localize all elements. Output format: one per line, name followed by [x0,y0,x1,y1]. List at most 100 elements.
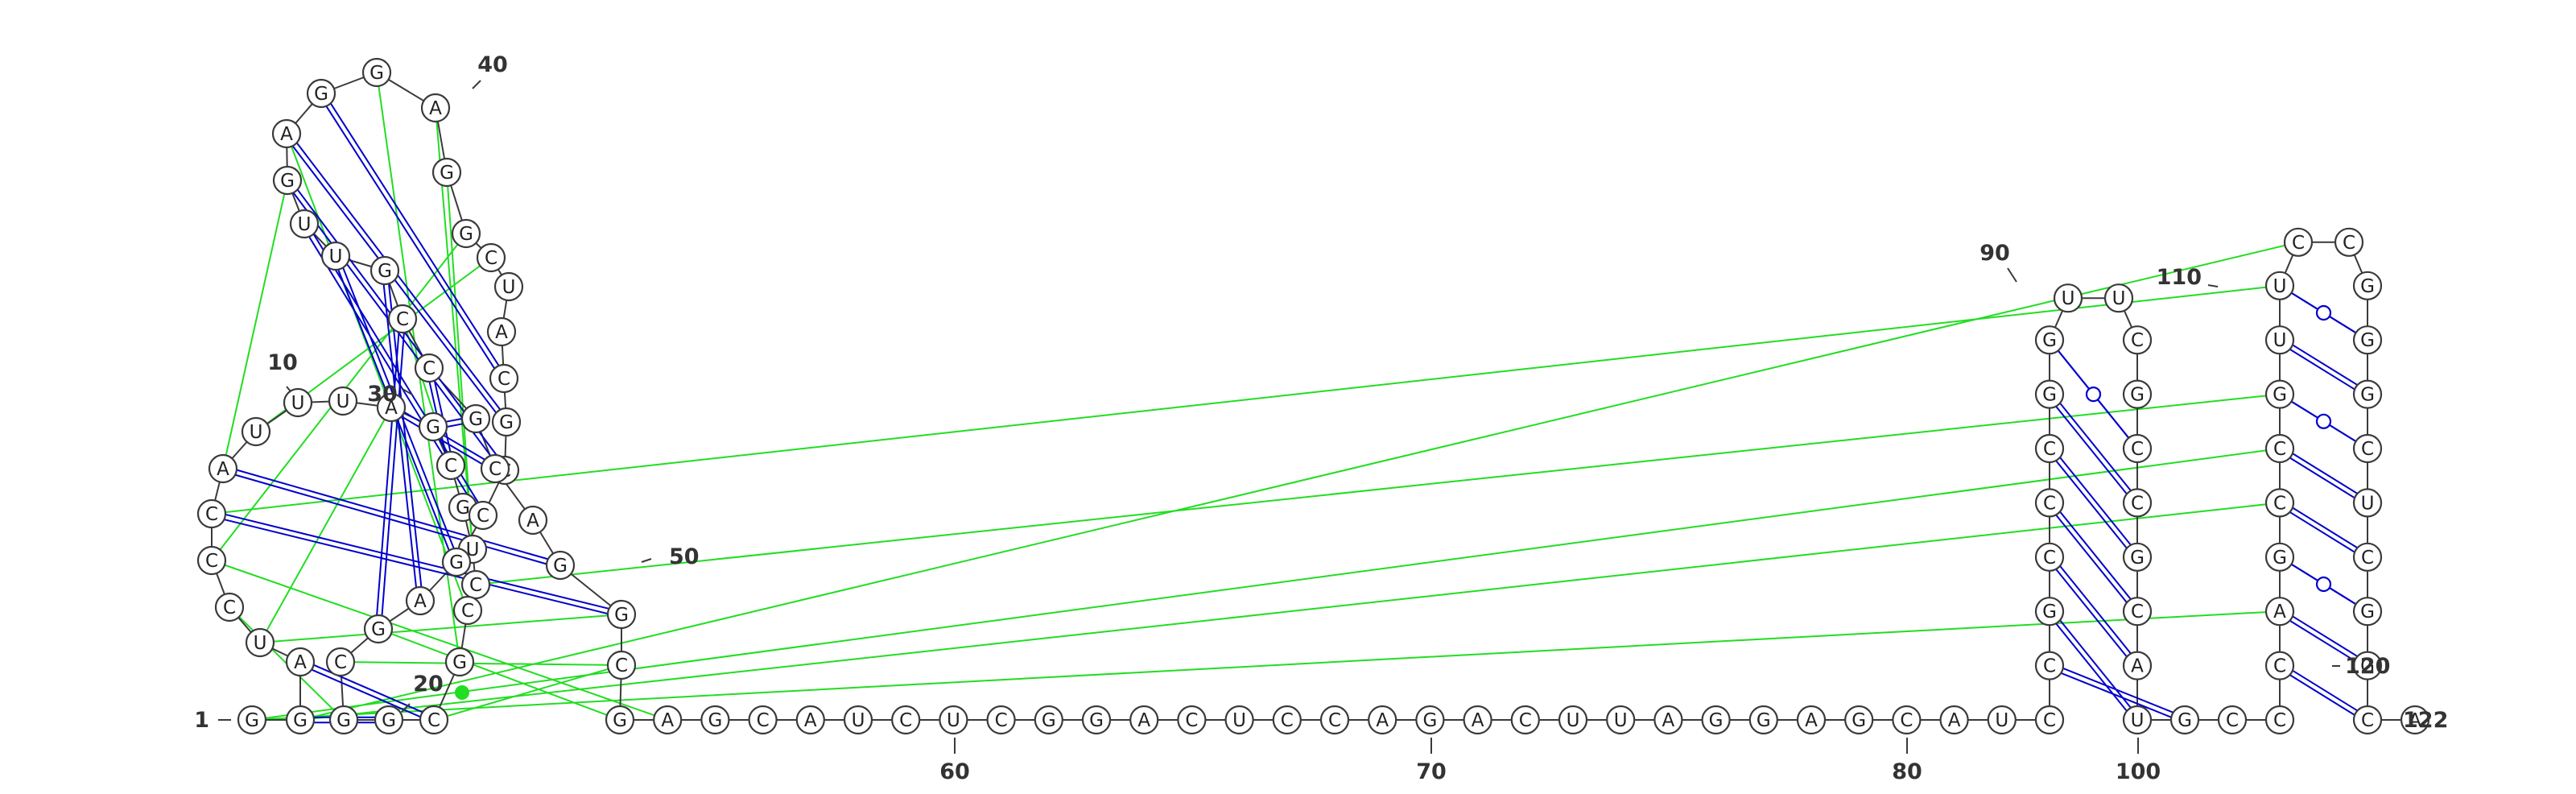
canonical-pair-line [2289,349,2355,391]
nucleotide: G [2264,379,2295,409]
canonical-pair-line [2289,620,2355,662]
nucleotide-letter: G [1757,710,1771,731]
nucleotide: G [369,255,400,286]
nucleotide-letter: G [2360,385,2375,406]
nucleotide-letter: A [280,124,293,145]
nucleotide-circle [1415,705,1445,735]
nucleotide-circle [1129,705,1159,735]
nucleotide-letter: C [2361,710,2374,731]
nucleotide-circle [285,705,316,735]
nucleotide: G [451,218,481,249]
canonical-pair-line [2059,457,2132,546]
nucleotide: G [272,165,303,196]
nucleotide-letter: C [2131,493,2144,514]
nucleotide-letter: A [804,710,817,731]
nucleotide-circle [1463,705,1492,735]
nucleotide: G [444,647,475,677]
nucleotide: C [489,363,519,394]
position-tick [2007,267,2017,283]
nucleotide: C [387,304,418,334]
nucleotide: G [441,547,472,577]
tertiary-interaction-line [286,133,469,611]
nucleotide-letter: C [223,598,236,618]
nucleotide-circle [891,705,921,735]
nucleotide: C [2034,705,2065,735]
nucleotide-letter: C [489,459,502,480]
nucleotide-circle [476,242,506,273]
nucleotide-circle [328,705,359,735]
nucleotide: G [2122,379,2153,409]
nucleotide-letter: C [396,309,409,330]
nucleotide: G [460,403,491,434]
nucleotide-letter: C [2043,493,2056,514]
nucleotide-letter: C [469,575,482,596]
nucleotide: C [2122,433,2153,464]
nucleotide-letter: U [947,710,960,731]
nucleotide: U [320,241,351,271]
nucleotide-letter: U [336,391,350,412]
nucleotide-letter: C [427,710,440,731]
nucleotide: G [700,705,730,735]
nucleotide-circle [843,705,873,735]
nucleotide-circle [2352,325,2383,355]
canonical-pair-line [224,519,608,615]
nucleotide-letter: C [477,506,489,527]
nucleotide-letter: G [2360,656,2375,677]
nucleotide-letter: G [1852,710,1866,731]
nucleotide: G [605,705,635,735]
nucleotide: A [1939,705,1969,735]
nucleotide-circle [2334,227,2364,257]
nucleotide-circle [489,363,519,394]
nucleotide-letter: U [2131,710,2145,731]
nucleotide-circle [2122,379,2153,409]
nucleotide-letter: U [254,633,267,654]
nucleotide-letter: G [293,710,308,731]
nucleotide-circle [363,614,394,644]
nucleotide: G [2352,271,2383,300]
nucleotide-letter: G [245,710,259,731]
nucleotide: C [2034,433,2065,464]
nucleotide-letter: G [314,84,328,105]
canonical-pair-line [296,142,502,411]
nucleotide-circle [1081,705,1112,735]
nucleotide: U [2264,325,2295,355]
nucleotide: C [436,450,466,481]
nucleotide: U [843,705,873,735]
nucleotide: A [285,647,316,677]
nucleotide-circle [2352,705,2383,735]
position-label-40: 40 [477,52,508,77]
nucleotide-letter: U [298,214,312,235]
nucleotide: A [518,505,548,536]
nucleotide: U [241,416,271,447]
nucleotide: G [2352,651,2383,680]
nucleotide: C [1510,705,1540,735]
nucleotide: U [2103,283,2134,313]
nucleotide-circle [2264,597,2295,627]
nucleotide-circle [1177,705,1207,735]
nucleotide: A [1463,705,1492,735]
nucleotide-circle [2122,325,2153,355]
nucleotide-letter: G [426,417,440,438]
nucleotide-circle [414,353,444,383]
nucleotide: C [476,242,506,273]
tertiary-interaction-line [299,502,2281,721]
canonical-pair-line [2059,403,2132,491]
nucleotide-circle [2264,488,2295,518]
nucleotide-letter: C [2043,439,2056,460]
nucleotide-circle [2034,542,2065,572]
nucleotide-circle [376,392,407,423]
nucleotide: C [891,705,921,735]
nucleotide-letter: A [1137,710,1150,731]
wobble-pair-marker [2315,576,2332,593]
nucleotide-letter: G [1089,710,1104,731]
position-label-120: 120 [2345,654,2390,679]
nucleotide-circle [795,705,825,735]
nucleotide-circle [196,545,227,576]
nucleotide: C [1892,705,1922,735]
tertiary-interaction-line [211,560,668,721]
nucleotide: C [419,705,449,735]
nucleotide-letter: G [382,710,396,731]
nucleotide-letter: G [553,556,568,577]
nucleotide-letter: G [449,552,464,573]
nucleotide-circle [451,218,481,249]
